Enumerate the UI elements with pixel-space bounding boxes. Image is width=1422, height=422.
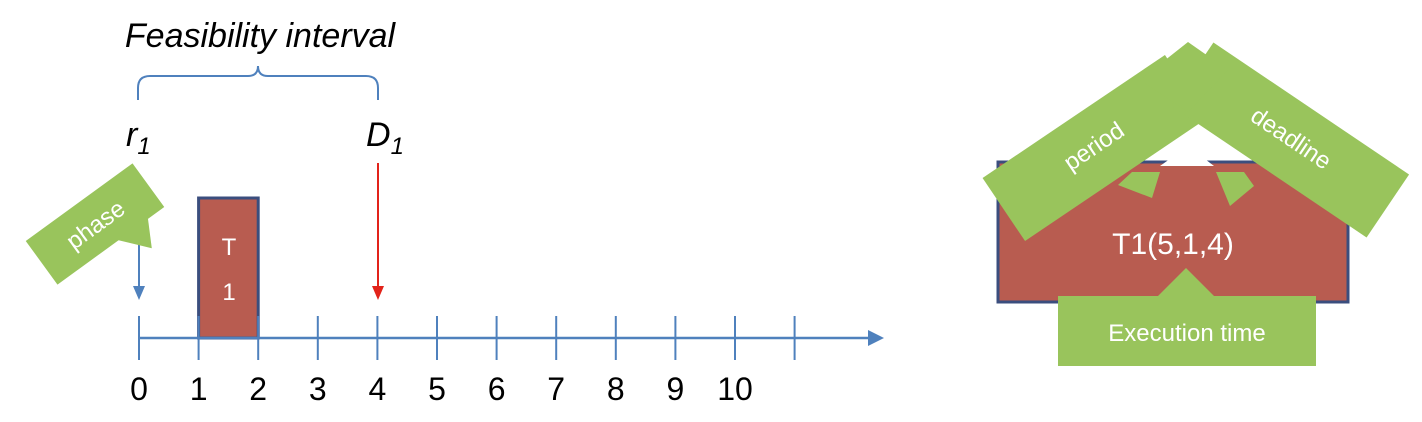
axis-tick-label-5: 5 (428, 371, 446, 407)
axis-tick-label-6: 6 (488, 371, 506, 407)
axis-tick-label-9: 9 (667, 371, 685, 407)
deadline-pointer (1216, 172, 1254, 206)
axis-tick-label-0: 0 (130, 371, 148, 407)
axis-tick-label-10: 10 (717, 371, 753, 407)
execution-time-label: Execution time (1108, 320, 1265, 347)
time-axis (139, 330, 884, 346)
axis-ticks: 0 1 2 3 4 5 6 7 8 9 10 (130, 316, 796, 407)
axis-tick-label-1: 1 (190, 371, 208, 407)
job-block: T 1 (197, 196, 260, 340)
job-label-line1: T (222, 234, 237, 261)
execution-time-callout: Execution time (1058, 268, 1316, 366)
feasibility-brace (137, 65, 379, 100)
period-callout: period (982, 54, 1208, 242)
axis-tick-label-8: 8 (607, 371, 625, 407)
task-parameter-diagram: T1(5,1,4) period deadline Execution time (982, 42, 1410, 366)
job-label-line2: 1 (222, 279, 235, 306)
feasibility-interval-title: Feasibility interval (125, 17, 397, 55)
axis-tick-label-3: 3 (309, 371, 327, 407)
callout-apex (1140, 42, 1228, 112)
axis-arrowhead (868, 330, 884, 346)
phase-callout: phase (25, 163, 165, 285)
callout-notch (1160, 146, 1214, 166)
axis-tick-label-4: 4 (369, 371, 387, 407)
task-tuple: T1(5,1,4) (1112, 228, 1234, 261)
axis-tick-label-2: 2 (249, 371, 267, 407)
axis-tick-label-7: 7 (547, 371, 565, 407)
release-label: r1 (126, 116, 151, 160)
period-pointer (1118, 172, 1160, 198)
deadline-label: D1 (366, 116, 404, 160)
deadline-arrow (372, 163, 384, 300)
